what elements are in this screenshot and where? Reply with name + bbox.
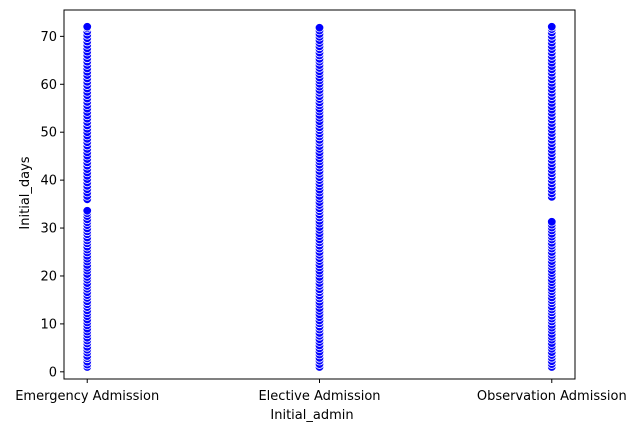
x-tick-label: Emergency Admission <box>15 389 159 404</box>
y-tick-label: 10 <box>40 317 57 332</box>
y-axis-label: Initial_days <box>18 156 33 229</box>
data-point <box>314 23 325 33</box>
x-tick-label: Elective Admission <box>258 389 380 404</box>
y-tick-label: 20 <box>40 269 57 284</box>
axes-layer: 0 10 20 30 40 50 60 70 Emergency Admission Electi… <box>15 9 627 404</box>
y-tick-label: 0 <box>49 365 57 380</box>
data-point <box>547 217 557 227</box>
x-tick-label: Observation Admission <box>477 389 627 404</box>
x-axis-label: Initial_admin <box>270 408 353 423</box>
data-point <box>82 206 92 216</box>
y-tick-label: 50 <box>40 126 57 141</box>
y-tick-label: 60 <box>40 78 57 93</box>
data-point <box>82 22 92 32</box>
data-point <box>547 22 557 32</box>
points-layer <box>82 22 557 372</box>
y-tick-label: 30 <box>40 222 57 237</box>
y-tick-label: 40 <box>40 174 57 189</box>
y-tick-label: 70 <box>40 30 57 45</box>
